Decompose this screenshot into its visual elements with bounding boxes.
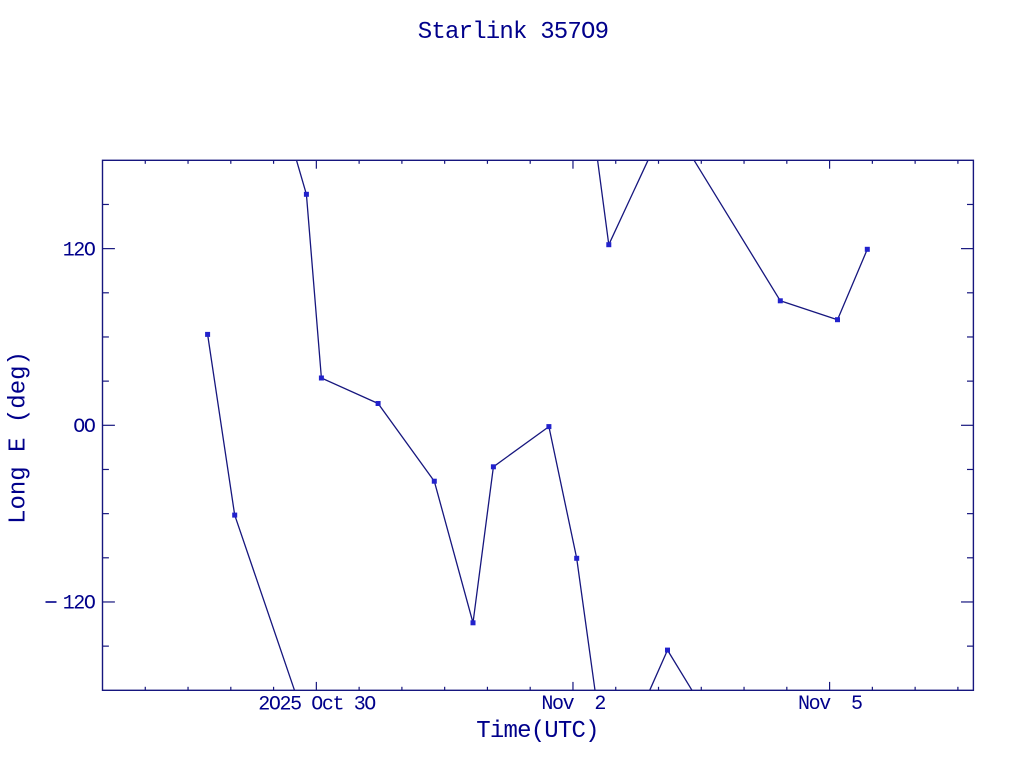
- svg-text:Long E (deg): Long E (deg): [6, 351, 33, 524]
- svg-text:2O25 Oct 3O: 2O25 Oct 3O: [258, 693, 375, 716]
- svg-text:12O: 12O: [63, 593, 95, 616]
- svg-text:12O: 12O: [63, 239, 95, 262]
- svg-text:OO: OO: [73, 416, 95, 439]
- svg-text:Time(UTC): Time(UTC): [476, 718, 598, 745]
- svg-text:Nov 2: Nov 2: [541, 693, 605, 716]
- svg-text:Starlink 357O9: Starlink 357O9: [418, 19, 608, 46]
- svg-text:Nov 5: Nov 5: [798, 693, 862, 716]
